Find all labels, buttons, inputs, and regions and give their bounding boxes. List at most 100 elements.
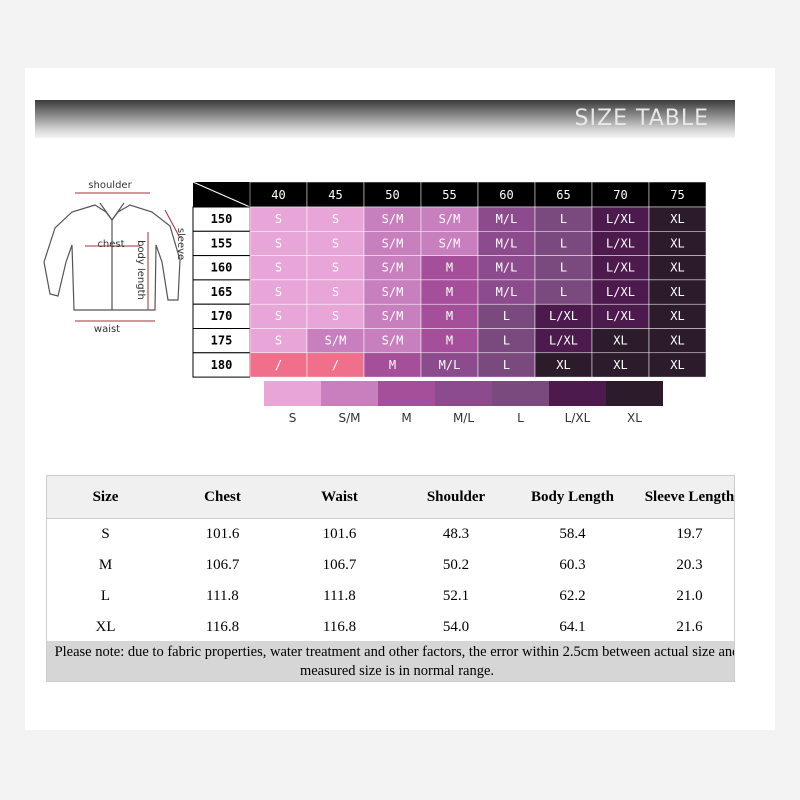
size-cell-label: / <box>332 358 339 372</box>
table-header: Waist <box>281 476 399 519</box>
size-cell-label: S/M <box>382 309 404 323</box>
size-cell <box>477 206 536 232</box>
size-cell-label: L/XL <box>549 309 578 323</box>
table-cell: 60.3 <box>559 557 586 573</box>
row-header-bg <box>192 328 251 354</box>
size-cell-label: M/L <box>496 212 518 226</box>
size-cell-label: S/M <box>382 261 404 275</box>
table-cell: 19.7 <box>676 526 703 542</box>
table-cell: 21.6 <box>676 619 703 635</box>
diagram-label: waist <box>94 324 120 335</box>
table-cell: 111.8 <box>323 588 356 604</box>
legend-swatch <box>606 381 663 406</box>
table-cell: M <box>98 557 113 573</box>
size-cell-label: S/M <box>382 236 404 250</box>
column-header-bg <box>477 181 536 208</box>
size-cell <box>420 352 479 378</box>
column-header: 50 <box>385 188 399 202</box>
size-cell <box>648 303 707 329</box>
legend-label: S <box>289 411 297 425</box>
title: SIZE TABLE <box>574 106 709 131</box>
size-cell <box>249 328 308 354</box>
table-header: Chest <box>164 476 282 519</box>
size-cell <box>306 303 365 329</box>
size-cell-label: L/XL <box>606 285 635 299</box>
size-cell-label: M/L <box>496 261 518 275</box>
size-cell <box>534 255 593 281</box>
size-cell-label: M <box>446 334 453 348</box>
size-cell <box>477 328 536 354</box>
size-cell-label: L/XL <box>606 309 635 323</box>
size-cell-label: XL <box>670 309 684 323</box>
legend-swatch <box>264 381 321 406</box>
size-cell-label: S/M <box>382 285 404 299</box>
size-cell-label: S <box>275 285 282 299</box>
table-header: Size <box>47 476 165 519</box>
size-cell <box>591 352 650 378</box>
table-cell: 20.3 <box>676 557 703 573</box>
table-cell: 106.7 <box>205 557 240 573</box>
legend-swatch <box>492 381 549 406</box>
shirt-drawing <box>43 192 181 322</box>
size-cell-label: S/M <box>439 212 461 226</box>
size-cell <box>249 231 308 256</box>
banner: SIZE TABLE <box>35 100 735 138</box>
table-cell: 106.7 <box>322 557 357 573</box>
legend-swatch <box>549 381 606 406</box>
size-cell <box>591 279 650 305</box>
size-cell <box>648 255 707 281</box>
row-header: 180 <box>211 358 233 372</box>
size-cell <box>306 231 365 256</box>
size-cell-label: S <box>275 212 282 226</box>
column-header-bg <box>249 181 308 208</box>
column-header: 75 <box>670 188 684 202</box>
table-cell: 116.8 <box>205 619 240 635</box>
table-header: Body Length <box>514 476 632 519</box>
table-cell: 101.6 <box>205 526 240 542</box>
size-cell <box>363 206 422 232</box>
row-header-bg <box>192 230 251 257</box>
size-cell-label: S <box>275 261 282 275</box>
size-cell <box>477 255 536 281</box>
size-cell-label: L <box>560 285 567 299</box>
size-cell <box>591 328 650 354</box>
size-cell <box>648 328 707 354</box>
table-cell: 50.2 <box>442 557 470 573</box>
measurement-table: Please note: due to fabric properties, w… <box>46 475 735 682</box>
row-header: 170 <box>211 309 233 323</box>
size-cell-label: S <box>332 212 339 226</box>
legend-label: M <box>401 411 411 425</box>
size-cell-label: M <box>446 261 453 275</box>
size-cell <box>534 352 593 378</box>
size-cell-label: S <box>332 236 339 250</box>
size-cell-label: L <box>503 309 510 323</box>
row-header: 150 <box>211 212 233 226</box>
size-cell <box>363 255 422 281</box>
size-cell <box>591 231 650 256</box>
size-cell <box>591 206 650 232</box>
size-cell-label: L <box>560 261 567 275</box>
size-cell-label: XL <box>670 236 684 250</box>
size-cell <box>363 279 422 305</box>
size-cell <box>420 255 479 281</box>
size-cell-label: XL <box>556 358 570 372</box>
size-cell-label: S <box>332 285 339 299</box>
row-header-bg <box>192 352 251 378</box>
column-header: 55 <box>442 188 456 202</box>
size-cell-label: M/L <box>496 236 518 250</box>
size-cell-label: M <box>446 285 453 299</box>
size-cell-label: M/L <box>496 285 518 299</box>
size-cell-label: S <box>332 309 339 323</box>
size-cell-label: L/XL <box>606 212 635 226</box>
size-cell-label: / <box>275 358 282 372</box>
table-cell: 48.3 <box>442 526 470 542</box>
diagram-label: body length <box>135 240 146 300</box>
size-cell <box>477 303 536 329</box>
size-cell-label: S/M <box>325 334 347 348</box>
table-cell: 54.0 <box>442 619 470 635</box>
size-cell-label: L <box>503 358 510 372</box>
column-header-bg <box>306 181 365 208</box>
column-header: 45 <box>328 188 342 202</box>
legend-label: L/XL <box>565 411 591 425</box>
